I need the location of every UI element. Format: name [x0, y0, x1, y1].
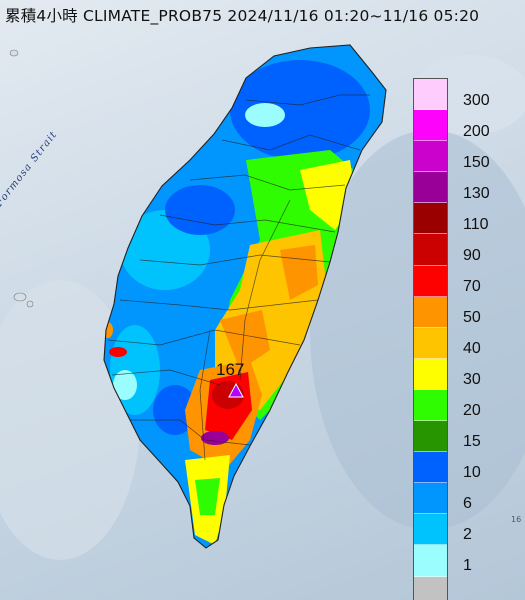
legend-label: 6: [463, 495, 472, 512]
legend-swatch: [414, 421, 447, 453]
legend-swatch: [414, 203, 447, 235]
legend-swatch: [414, 110, 447, 142]
legend-swatch: [414, 514, 447, 546]
legend-label: 300: [463, 92, 490, 109]
legend-swatch: [414, 483, 447, 515]
peak-value-label: 167: [216, 360, 245, 379]
legend-label: 150: [463, 154, 490, 171]
legend-label: 10: [463, 464, 481, 481]
legend-label: 130: [463, 185, 490, 202]
matsu-island: [9, 49, 19, 57]
triangle-marker-icon: [228, 382, 244, 398]
legend-color-bar: [413, 78, 448, 600]
legend-swatch: [414, 576, 447, 600]
legend-label: 70: [463, 278, 481, 295]
legend-swatch: [414, 327, 447, 359]
legend-label: 1: [463, 557, 472, 574]
legend-swatch: [414, 389, 447, 422]
legend-label: 15: [463, 433, 481, 450]
penghu-island: [13, 292, 27, 302]
penghu-island: [26, 300, 34, 308]
legend-swatch: [414, 79, 447, 111]
legend-swatch: [414, 141, 447, 173]
legend-label: 110: [463, 216, 489, 233]
legend-swatch: [414, 358, 447, 390]
legend-swatch: [414, 265, 447, 297]
legend-label: 50: [463, 309, 481, 326]
legend-swatch: [414, 296, 447, 328]
legend-label: 2: [463, 526, 472, 543]
legend-label: 200: [463, 123, 490, 140]
county-boundaries: [107, 94, 370, 461]
legend-label: 20: [463, 402, 481, 419]
legend-swatch: [414, 545, 447, 577]
map-title: 累積4小時 CLIMATE_PROB75 2024/11/16 01:20~11…: [5, 7, 480, 25]
legend-swatch: [414, 234, 447, 266]
legend-label: 40: [463, 340, 481, 357]
legend-swatch: [414, 452, 447, 484]
legend-label: 90: [463, 247, 481, 264]
legend-label: 30: [463, 371, 481, 388]
legend-swatch: [414, 172, 447, 204]
corner-mark: 16: [511, 515, 522, 524]
island-outline: [103, 44, 387, 549]
